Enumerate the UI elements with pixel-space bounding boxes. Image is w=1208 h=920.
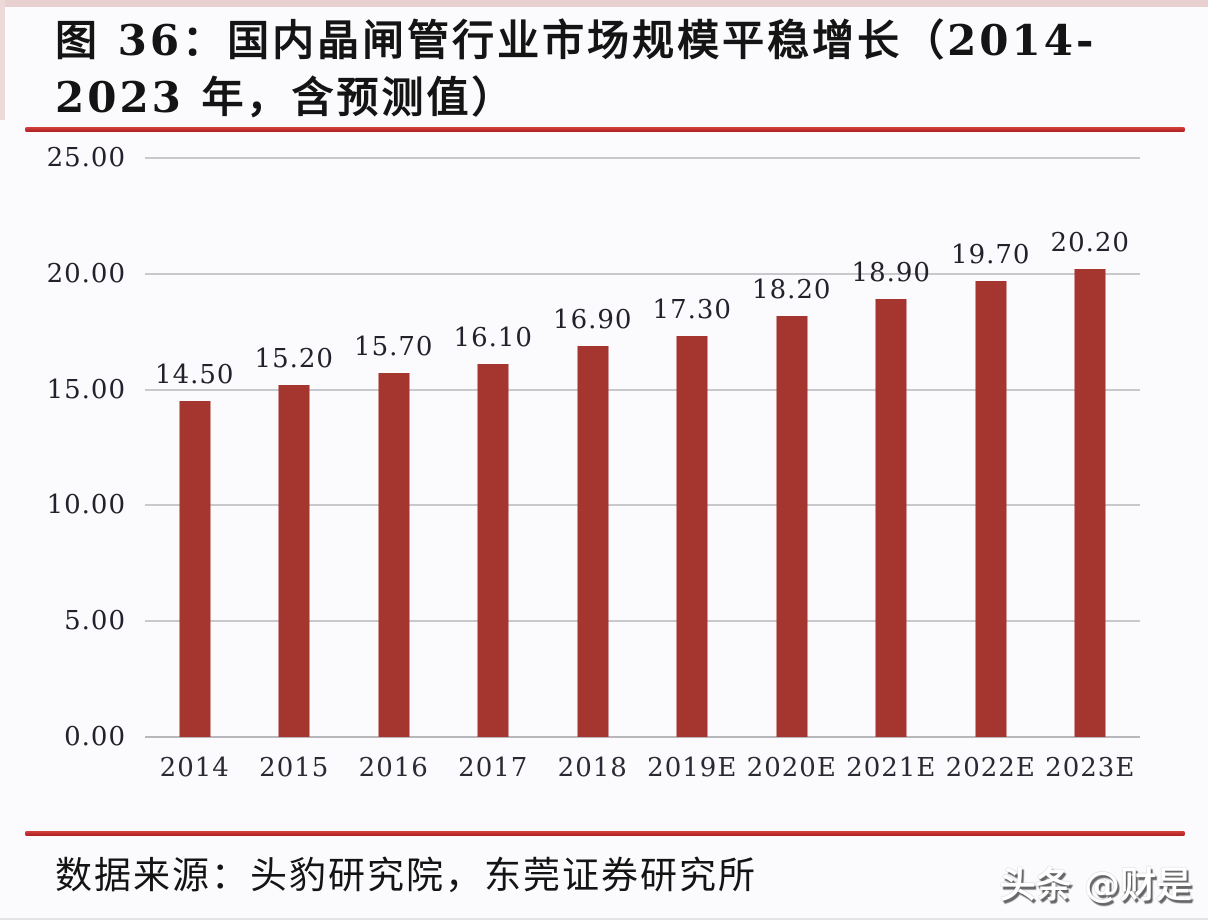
figure-title-line2: 2023 年，含预测值） — [55, 73, 517, 122]
x-axis-tick-label-2021E: 2021E — [846, 753, 937, 783]
bar-chart: 14.50 2014 15.20 2015 15.70 2016 16.10 2017 16.9… — [0, 143, 1208, 784]
x-axis-tick-label-2018: 2018 — [557, 753, 628, 783]
bar-2021E — [875, 299, 907, 737]
bar-column-2016: 15.70 2016 — [344, 158, 444, 783]
bar-column-2020E: 18.20 2020E — [742, 158, 842, 784]
x-axis-tick-label-2020E: 2020E — [746, 753, 837, 783]
bar-column-2018: 16.90 2018 — [543, 158, 643, 783]
gridline-y-15.00 — [145, 388, 1140, 391]
title-divider-rule — [25, 127, 1185, 132]
bar-column-2014: 14.50 2014 — [145, 158, 245, 783]
y-axis-tick-label: 10.00 — [46, 490, 126, 521]
gridline-y-20.00 — [145, 272, 1140, 275]
bar-column-2022E: 19.70 2022E — [941, 158, 1041, 783]
data-source-label: 数据来源：头豹研究院，东莞证券研究所 — [55, 854, 757, 897]
left-edge-tint — [0, 0, 5, 120]
bar-2015 — [278, 384, 310, 737]
gridline-y-5.00 — [145, 620, 1140, 623]
figure-title-line1: 图 36：国内晶闸管行业市场规模平稳增长（2014- — [55, 16, 1097, 65]
x-axis-tick-label-2022E: 2022E — [945, 753, 1036, 783]
bar-2022E — [975, 280, 1007, 737]
bar-column-2019E: 17.30 2019E — [643, 158, 743, 783]
bar-column-2023E: 20.20 2023E — [1041, 158, 1141, 783]
gridline-y-25.00 — [145, 157, 1140, 159]
bar-value-label-2020E: 18.20 — [752, 274, 832, 305]
plot-area: 14.50 2014 15.20 2015 15.70 2016 16.10 2017 16.9… — [145, 157, 1141, 784]
x-axis-tick-label-2019E: 2019E — [647, 753, 738, 783]
y-axis-tick-label: 25.00 — [46, 143, 126, 173]
y-axis-tick-label: 20.00 — [46, 258, 126, 289]
bar-value-label-2015: 15.20 — [254, 343, 334, 374]
bar-2017 — [477, 364, 509, 737]
bar-value-label-2018: 16.90 — [553, 304, 633, 335]
bar-column-2017: 16.10 2017 — [444, 158, 544, 783]
bar-value-label-2021E: 18.90 — [851, 258, 931, 289]
gridline-y-10.00 — [145, 504, 1140, 507]
bar-2014 — [179, 401, 211, 737]
x-axis-tick-label-2014: 2014 — [159, 753, 230, 783]
bar-value-label-2016: 15.70 — [354, 332, 434, 363]
bar-value-label-2023E: 20.20 — [1050, 228, 1130, 259]
bar-value-label-2014: 14.50 — [155, 360, 235, 391]
bar-2019E — [676, 336, 708, 737]
bar-2018 — [577, 345, 609, 737]
bar-2023E — [1074, 269, 1106, 737]
bar-2020E — [776, 315, 808, 737]
x-axis-tick-label-2016: 2016 — [358, 753, 429, 783]
figure-title: 图 36：国内晶闸管行业市场规模平稳增长（2014- 2023 年，含预测值） — [55, 12, 1096, 126]
y-axis-tick-label: 0.00 — [64, 722, 126, 752]
bar-column-2015: 15.20 2015 — [245, 158, 345, 783]
x-axis-tick-label-2015: 2015 — [259, 753, 330, 783]
bottom-edge-line — [0, 918, 1208, 920]
gridline-y-0.00 — [145, 736, 1140, 738]
y-axis-tick-label: 15.00 — [46, 374, 126, 405]
bar-columns: 14.50 2014 15.20 2015 15.70 2016 16.10 2017 16.9… — [145, 158, 1141, 784]
bar-value-label-2019E: 17.30 — [652, 295, 732, 326]
bar-2016 — [378, 373, 410, 737]
source-divider-rule — [25, 831, 1185, 836]
x-axis-tick-label-2023E: 2023E — [1045, 753, 1136, 783]
toutiao-watermark: 头条 @财是 — [999, 865, 1192, 906]
bar-value-label-2022E: 19.70 — [951, 239, 1031, 270]
y-axis-tick-label: 5.00 — [64, 606, 126, 637]
bar-value-label-2017: 16.10 — [453, 323, 533, 354]
bar-column-2021E: 18.90 2021E — [842, 158, 942, 783]
x-axis-tick-label-2017: 2017 — [458, 753, 529, 783]
top-edge-tint — [0, 0, 1208, 7]
